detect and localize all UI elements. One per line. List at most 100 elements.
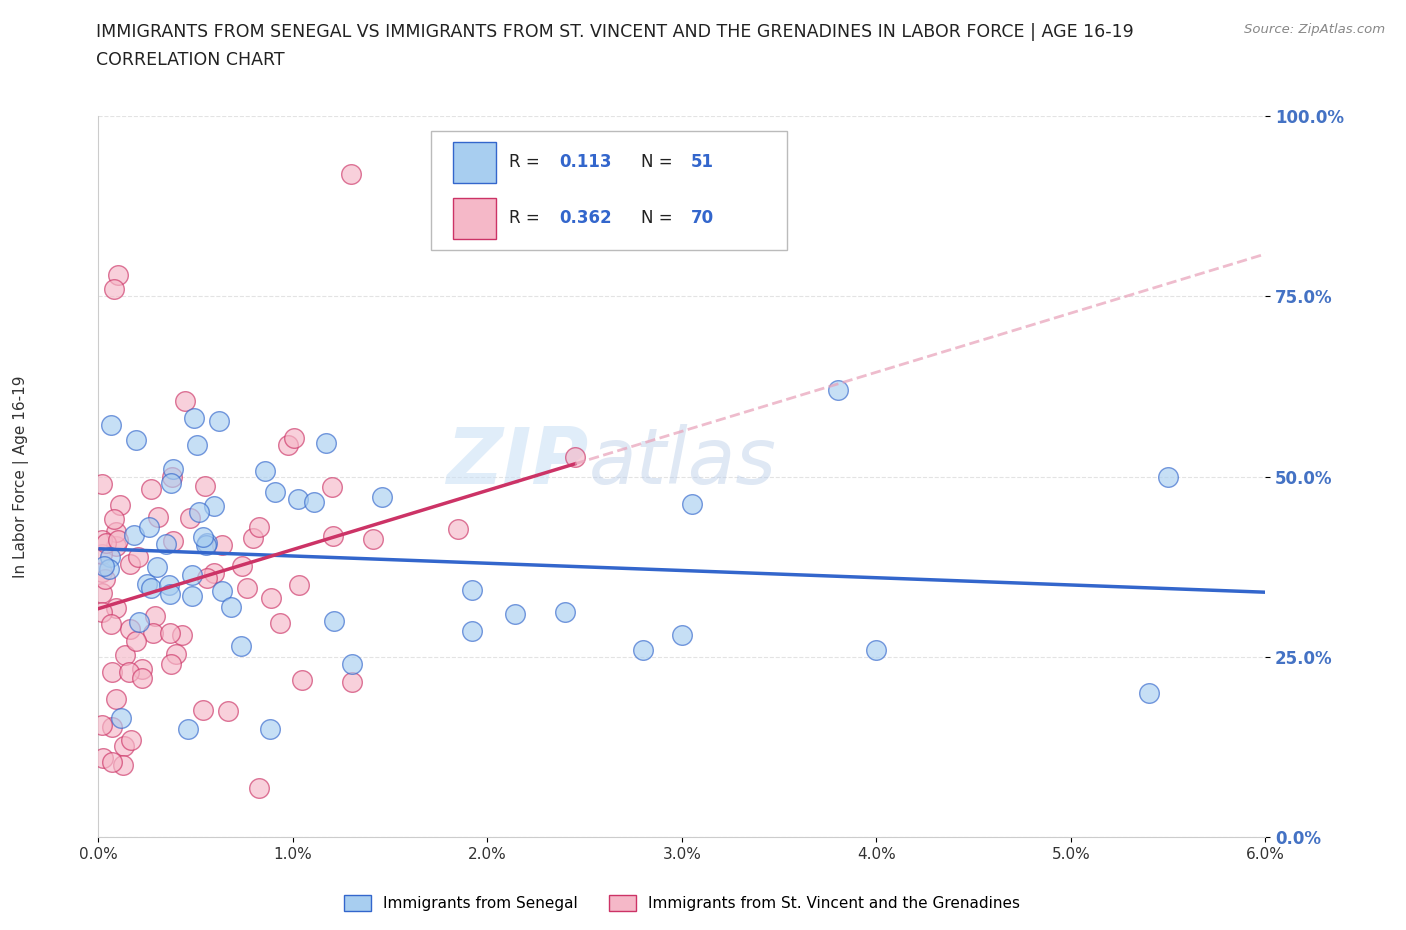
Point [91, 565, 114, 579]
Point [291, 672, 314, 687]
Point [91, 586, 114, 601]
Point [264, 485, 287, 499]
Point [277, 437, 299, 452]
Point [461, 583, 484, 598]
Point [128, 615, 150, 630]
Point [141, 580, 163, 595]
Point [157, 578, 180, 592]
Point [101, 754, 124, 769]
Point [235, 580, 257, 595]
Point [269, 616, 291, 631]
Point [138, 519, 160, 534]
Text: IMMIGRANTS FROM SENEGAL VS IMMIGRANTS FROM ST. VINCENT AND THE GRENADINES IN LAB: IMMIGRANTS FROM SENEGAL VS IMMIGRANTS FR… [96, 23, 1133, 41]
Point [139, 482, 162, 497]
FancyBboxPatch shape [453, 197, 496, 239]
Point [283, 431, 305, 445]
Point [136, 577, 159, 591]
Point [183, 410, 205, 425]
Point [186, 438, 208, 453]
Point [120, 733, 142, 748]
Point [91, 477, 114, 492]
Point [204, 565, 226, 580]
Point [162, 470, 184, 485]
Text: 0.113: 0.113 [560, 153, 612, 171]
Point [460, 623, 482, 638]
Legend: Immigrants from Senegal, Immigrants from St. Vincent and the Grenadines: Immigrants from Senegal, Immigrants from… [343, 895, 1021, 911]
Point [146, 510, 169, 525]
Point [104, 692, 127, 707]
Point [118, 621, 141, 636]
Point [194, 478, 217, 493]
Point [159, 626, 181, 641]
Point [127, 550, 149, 565]
Text: 51: 51 [692, 153, 714, 171]
Point [188, 504, 211, 519]
Point [91, 751, 114, 765]
Point [94, 572, 117, 587]
Text: N =: N = [641, 209, 678, 227]
Y-axis label: In Labor Force | Age 16-19: In Labor Force | Age 16-19 [13, 376, 30, 578]
Point [100, 617, 122, 631]
Point [321, 479, 343, 494]
Point [91, 533, 114, 548]
Text: 70: 70 [692, 209, 714, 227]
Point [193, 529, 215, 544]
Point [340, 166, 363, 181]
Point [131, 661, 153, 676]
Point [231, 558, 253, 573]
Point [315, 435, 337, 450]
Point [195, 570, 218, 585]
Point [112, 738, 135, 753]
Point [91, 605, 114, 620]
Point [162, 533, 184, 548]
Point [170, 628, 193, 643]
Point [100, 418, 122, 432]
Point [93, 558, 115, 573]
Point [447, 522, 470, 537]
Point [118, 556, 141, 571]
Point [211, 583, 233, 598]
Point [1137, 685, 1160, 700]
Point [105, 601, 128, 616]
Point [681, 497, 703, 512]
Point [165, 646, 187, 661]
Point [181, 589, 204, 604]
Point [112, 757, 135, 772]
Point [100, 720, 122, 735]
Point [91, 547, 114, 562]
Point [287, 491, 309, 506]
Point [211, 538, 233, 552]
Point [108, 498, 131, 512]
Text: CORRELATION CHART: CORRELATION CHART [96, 51, 284, 69]
Point [155, 536, 177, 551]
Text: 0.362: 0.362 [560, 209, 612, 227]
FancyBboxPatch shape [453, 141, 496, 182]
Point [323, 614, 346, 629]
Point [247, 780, 270, 795]
Point [162, 462, 184, 477]
Point [142, 625, 165, 640]
Point [304, 495, 326, 510]
Point [94, 536, 117, 551]
Point [340, 657, 363, 671]
Point [195, 536, 218, 551]
Text: ZIP: ZIP [446, 424, 589, 500]
Point [131, 671, 153, 685]
Point [118, 664, 141, 679]
Point [202, 498, 225, 513]
Point [208, 414, 231, 429]
Point [103, 282, 125, 297]
Point [105, 538, 128, 553]
Point [91, 717, 114, 732]
Point [107, 268, 129, 283]
Point [219, 599, 242, 614]
Point [865, 642, 887, 657]
Point [254, 463, 277, 478]
Point [107, 533, 129, 548]
Text: atlas: atlas [589, 424, 776, 500]
Point [177, 722, 200, 737]
Text: Source: ZipAtlas.com: Source: ZipAtlas.com [1244, 23, 1385, 36]
Point [124, 633, 146, 648]
Point [103, 512, 125, 526]
Point [125, 432, 148, 447]
